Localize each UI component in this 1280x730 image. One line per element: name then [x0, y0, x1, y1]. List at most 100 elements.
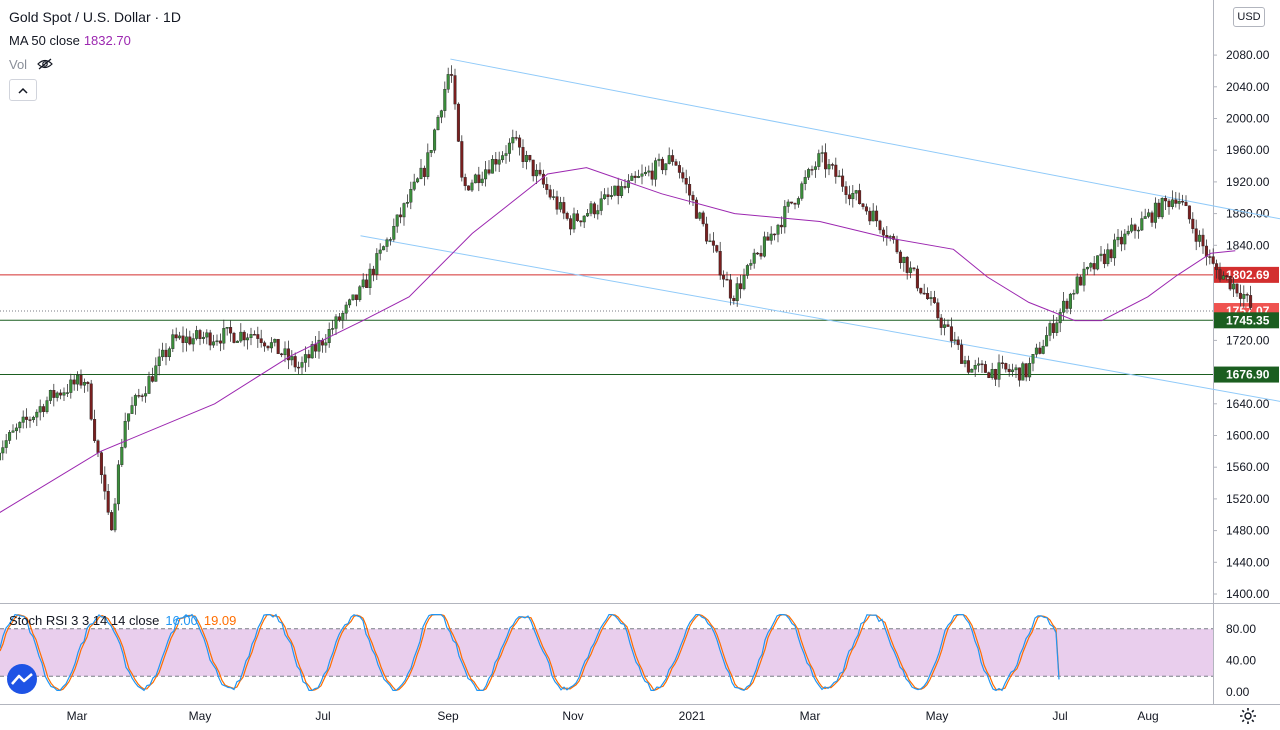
candle-body	[161, 350, 164, 357]
time-tick-label: Jul	[1052, 709, 1067, 723]
candle-body	[406, 202, 409, 203]
stoch-tick-label: 0.00	[1226, 685, 1250, 699]
candle-body	[461, 141, 464, 177]
candle-body	[1056, 323, 1059, 333]
candle-body	[1215, 264, 1218, 270]
settings-gear-icon[interactable]	[1239, 707, 1257, 730]
candle-body	[573, 214, 576, 229]
candle-body	[1066, 301, 1069, 308]
tradingview-logo[interactable]	[7, 664, 37, 694]
candle-body	[80, 375, 83, 385]
candle-body	[603, 195, 606, 199]
candle-body	[1175, 200, 1178, 204]
currency-button[interactable]: USD	[1233, 7, 1265, 27]
logo-icon	[11, 672, 33, 686]
candle-body	[433, 130, 436, 150]
candle-body	[838, 176, 841, 177]
candle-body	[308, 354, 311, 358]
candle-body	[1093, 263, 1096, 269]
candle-body	[280, 354, 283, 355]
candle-body	[1011, 370, 1014, 372]
candle-body	[556, 197, 559, 210]
candle-body	[943, 325, 946, 328]
candle-body	[974, 365, 977, 369]
candle-body	[467, 186, 470, 190]
candle-body	[29, 420, 32, 421]
candle-body	[413, 182, 416, 189]
candle-body	[474, 175, 477, 183]
time-tick-label: Mar	[800, 709, 821, 723]
candle-body	[790, 202, 793, 203]
candle-body	[1209, 257, 1212, 258]
candle-body	[688, 184, 691, 195]
price-tick-label: 1440.00	[1226, 555, 1270, 569]
candle-body	[712, 241, 715, 246]
candle-body	[437, 117, 440, 130]
candle-body	[240, 332, 243, 341]
candle-body	[845, 186, 848, 194]
candle-body	[246, 338, 249, 340]
candle-body	[355, 295, 358, 300]
vol-label: Vol	[9, 57, 27, 72]
candle-body	[821, 153, 824, 154]
candle-body	[260, 339, 263, 343]
candle-body	[542, 174, 545, 184]
candle-body	[586, 213, 589, 216]
eye-hidden-icon[interactable]	[37, 58, 53, 74]
candle-body	[416, 179, 419, 182]
time-tick-label: Aug	[1137, 709, 1158, 723]
candle-body	[756, 253, 759, 254]
candle-body	[716, 245, 719, 251]
collapse-legend-button[interactable]	[9, 79, 37, 101]
candle-body	[76, 375, 79, 384]
candle-body	[233, 333, 236, 343]
candle-body	[291, 356, 294, 360]
candle-body	[1022, 364, 1025, 381]
candle-body	[1, 448, 4, 453]
candle-body	[1202, 235, 1205, 246]
candle-body	[1018, 368, 1021, 381]
price-tick-label: 2000.00	[1226, 112, 1270, 126]
candle-body	[889, 236, 892, 237]
time-tick-label: 2021	[679, 709, 706, 723]
time-tick-label: Jul	[315, 709, 330, 723]
candle-body	[814, 167, 817, 170]
candle-body	[641, 174, 644, 176]
candle-body	[430, 150, 433, 152]
candle-body	[393, 226, 396, 239]
candle-body	[359, 287, 362, 300]
candle-body	[423, 168, 426, 177]
candle-body	[525, 155, 528, 161]
candle-body	[637, 176, 640, 177]
candle-body	[865, 207, 868, 211]
candle-body	[104, 475, 107, 491]
candle-body	[1222, 276, 1225, 279]
candle-body	[610, 195, 613, 196]
candle-body	[403, 203, 406, 217]
candle-body	[87, 382, 90, 384]
candle-body	[933, 297, 936, 302]
candle-body	[654, 161, 657, 180]
candle-body	[1249, 295, 1252, 307]
candle-body	[546, 184, 549, 189]
candle-body	[131, 406, 134, 414]
candle-body	[141, 396, 144, 397]
candle-body	[457, 104, 460, 141]
candle-body	[1124, 234, 1127, 244]
candle-body	[773, 234, 776, 235]
candle-body	[410, 189, 413, 202]
candle-body	[199, 330, 202, 338]
candle-body	[440, 111, 443, 117]
candle-body	[114, 504, 117, 530]
candle-body	[1171, 200, 1174, 207]
candle-body	[784, 206, 787, 227]
stoch-tick-label: 80.00	[1226, 622, 1256, 636]
candle-body	[274, 339, 277, 342]
candle-body	[909, 268, 912, 273]
candle-body	[1062, 301, 1065, 312]
candle-body	[617, 186, 620, 196]
candle-body	[83, 382, 86, 385]
volume-legend[interactable]: Vol	[9, 57, 53, 74]
